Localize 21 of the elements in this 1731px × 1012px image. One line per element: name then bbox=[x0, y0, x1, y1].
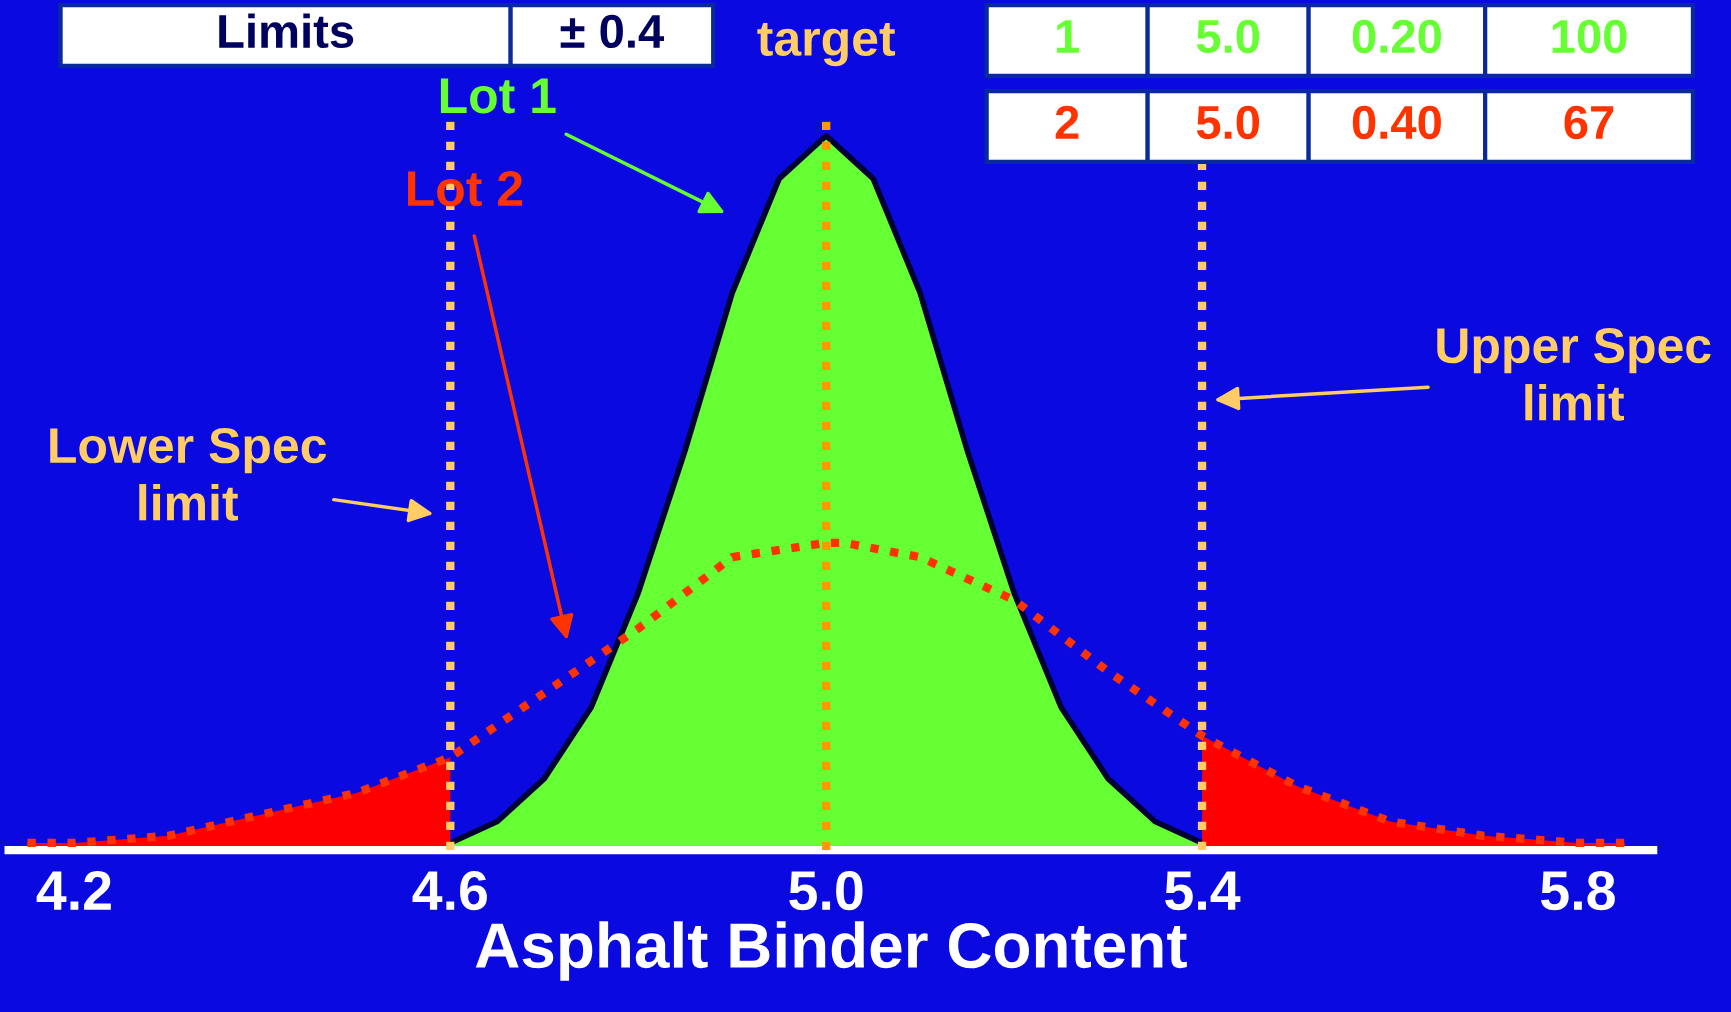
x-axis-title: Asphalt Binder Content bbox=[475, 921, 1187, 981]
text: 0.20 bbox=[1352, 19, 1441, 54]
x-tick-label: 4.2 bbox=[36, 870, 111, 910]
ref-line-label: Lower Spec limit bbox=[50, 427, 327, 521]
annotation: 67 bbox=[1564, 105, 1614, 140]
x-tick-label: 5.8 bbox=[1541, 870, 1615, 911]
annotation: 0.40 bbox=[1352, 105, 1441, 140]
text: 100 bbox=[1552, 19, 1627, 54]
annotation: 5.0 bbox=[1196, 105, 1260, 140]
text: 1 bbox=[1057, 20, 1079, 53]
x-tick-label: 5.4 bbox=[1165, 871, 1241, 911]
text: Lot 2 bbox=[408, 170, 523, 207]
annotation: 2 bbox=[1055, 105, 1079, 139]
x-tick-label: 4.6 bbox=[412, 870, 487, 911]
text: Limits bbox=[219, 13, 354, 49]
ref-line-label: target bbox=[757, 22, 896, 67]
text: ± 0.4 bbox=[560, 14, 664, 49]
ref-line-label: Upper Spec limit bbox=[1437, 327, 1711, 421]
text: 5.0 bbox=[1196, 19, 1260, 54]
x-tick-label: 5.0 bbox=[789, 870, 863, 911]
text: Lot 1 bbox=[440, 78, 556, 114]
